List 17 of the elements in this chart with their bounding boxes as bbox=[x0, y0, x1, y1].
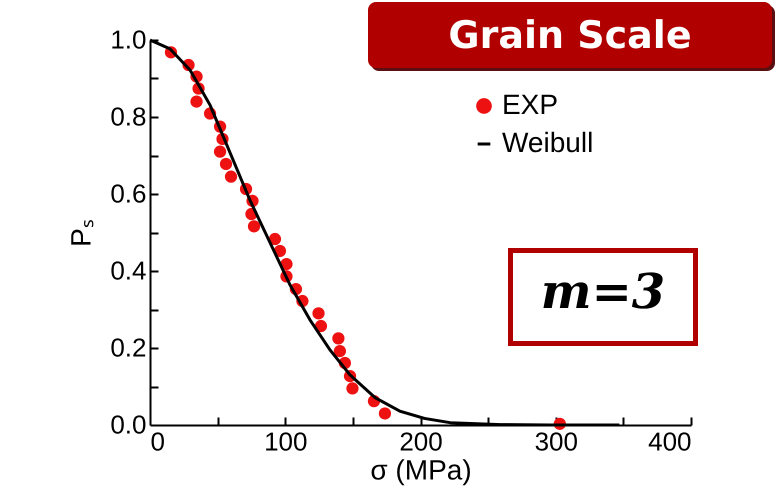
legend-label: Weibull bbox=[502, 127, 594, 158]
y-axis-title: Pₛ bbox=[65, 219, 96, 247]
x-axis-title: σ (MPa) bbox=[370, 454, 472, 486]
y-tick-label: 0.4 bbox=[110, 256, 146, 286]
y-tick-label: 0.8 bbox=[110, 102, 146, 132]
text: 0.0 bbox=[110, 410, 146, 440]
x-tick-label: 300 bbox=[534, 426, 578, 456]
x-tick-label: 0 bbox=[150, 426, 165, 456]
annotation: Grain Scale bbox=[448, 13, 692, 57]
y-tick-label: 1.0 bbox=[110, 24, 146, 54]
y-tick-label: 0.2 bbox=[110, 332, 146, 362]
x-tick-label: 200 bbox=[399, 426, 443, 456]
x-tick-label: 400 bbox=[648, 426, 692, 456]
y-tick-label: 0.6 bbox=[110, 178, 146, 208]
legend-label: EXP bbox=[502, 89, 558, 120]
annotation: m=3 bbox=[540, 264, 666, 320]
x-tick-label: 100 bbox=[264, 426, 308, 456]
